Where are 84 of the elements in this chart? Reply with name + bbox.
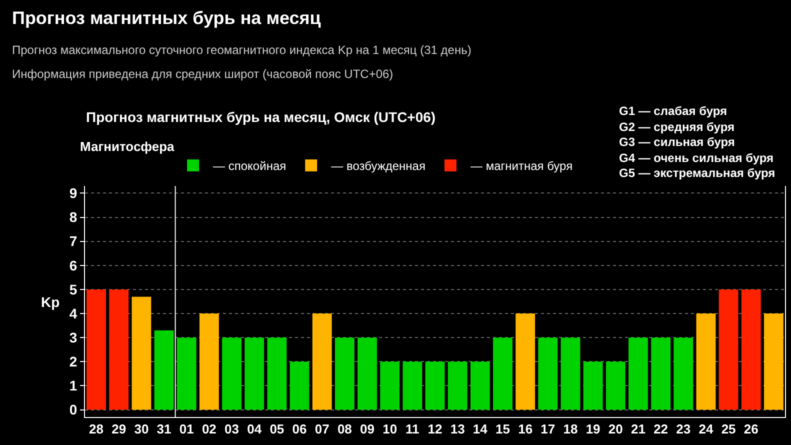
x-tick-label: 20 xyxy=(608,422,623,437)
bar xyxy=(764,314,784,410)
y-tick-label: 6 xyxy=(69,257,78,274)
bar xyxy=(651,338,671,410)
bar xyxy=(628,338,648,410)
bar xyxy=(448,362,468,410)
x-tick-label: 26 xyxy=(744,422,758,437)
x-tick-label: 12 xyxy=(428,422,442,437)
chart-subtitle: Прогноз максимального суточного геомагнитного индекса Kp на 1 месяц (31 день) Информация приведена для средних широт (часовой пояс UTC+06) xyxy=(12,43,472,81)
text: G2 — средняя буря xyxy=(619,120,734,134)
x-tick-label: 15 xyxy=(496,422,510,437)
x-tick-label: 18 xyxy=(563,422,578,437)
bar xyxy=(402,362,422,410)
y-tick-label: 4 xyxy=(69,305,78,322)
bar xyxy=(583,362,603,410)
x-tick-label: 08 xyxy=(337,422,352,437)
y-tick-label: 3 xyxy=(69,329,78,346)
x-tick-label: 07 xyxy=(314,422,330,437)
legend-title: Магнитосфера xyxy=(80,138,176,154)
y-tick-label: 1 xyxy=(69,378,78,394)
bar xyxy=(176,338,196,410)
bar xyxy=(334,338,354,410)
text: G3 — сильная буря xyxy=(619,135,735,149)
x-tick-label: 30 xyxy=(134,422,149,437)
bar xyxy=(380,362,400,410)
bar xyxy=(358,338,377,410)
bar xyxy=(516,314,536,410)
bar xyxy=(718,289,738,410)
bar xyxy=(425,362,445,410)
bar xyxy=(538,338,558,410)
x-tick-label: 25 xyxy=(721,422,736,437)
x-tick-label: 19 xyxy=(586,422,600,437)
text: G1 — слабая буря xyxy=(619,104,728,118)
y-tick-label: 9 xyxy=(69,185,78,202)
bar xyxy=(493,338,512,410)
bar xyxy=(470,362,490,410)
bar xyxy=(674,338,694,410)
x-tick-label: 06 xyxy=(292,422,307,437)
bar xyxy=(109,289,129,410)
x-tick-label: 17 xyxy=(540,422,556,437)
bar xyxy=(154,330,174,410)
x-tick-label: 14 xyxy=(472,422,488,437)
x-tick-label: 05 xyxy=(270,422,284,437)
bar xyxy=(741,289,761,410)
bar xyxy=(606,362,626,410)
bar xyxy=(312,314,332,410)
x-tick-label: 13 xyxy=(450,422,465,437)
bar xyxy=(222,338,242,410)
x-tick-label: 22 xyxy=(654,422,668,437)
text: Прогноз магнитных бурь на месяц, Омск (UTC+06) xyxy=(86,109,436,125)
x-tick-label: 11 xyxy=(406,422,420,437)
bar xyxy=(696,314,716,410)
x-tick-label: 10 xyxy=(382,422,398,437)
bar xyxy=(199,314,219,410)
y-axis-title: Kp xyxy=(41,294,60,310)
chart-title: Прогноз магнитных бурь на месяц xyxy=(12,8,321,28)
x-tick-label: 21 xyxy=(630,422,646,437)
text: G4 — очень сильная буря xyxy=(619,151,774,165)
x-tick-label: 01 xyxy=(179,422,194,437)
bar xyxy=(267,338,287,410)
y-tick-label: 2 xyxy=(69,354,78,370)
x-tick-label: 29 xyxy=(112,422,126,437)
text: G5 — экстремальная буря xyxy=(619,166,776,180)
x-tick-label: 02 xyxy=(202,422,216,437)
bar xyxy=(86,289,106,410)
x-tick-label: 24 xyxy=(698,422,714,437)
x-tick-label: 23 xyxy=(676,422,691,437)
x-tick-label: 04 xyxy=(247,422,262,437)
legend-label: — возбужденная xyxy=(331,159,426,174)
x-tick-label: 28 xyxy=(89,422,104,437)
y-tick-label: 0 xyxy=(69,402,78,418)
x-tick-label: 16 xyxy=(518,422,533,437)
bar xyxy=(290,362,310,410)
bar xyxy=(244,338,264,410)
y-tick-label: 7 xyxy=(69,233,78,250)
legend-label: — магнитная буря xyxy=(470,159,573,174)
y-tick-label: 8 xyxy=(69,209,78,226)
x-tick-label: 31 xyxy=(156,422,172,437)
bar xyxy=(132,296,152,410)
legend-label: — спокойная xyxy=(213,159,286,174)
y-tick-label: 5 xyxy=(69,281,78,298)
x-tick-label: 09 xyxy=(360,422,374,437)
x-tick-label: 03 xyxy=(224,422,240,437)
bar xyxy=(560,338,580,410)
